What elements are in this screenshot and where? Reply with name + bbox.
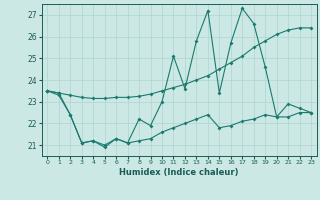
X-axis label: Humidex (Indice chaleur): Humidex (Indice chaleur) — [119, 168, 239, 177]
